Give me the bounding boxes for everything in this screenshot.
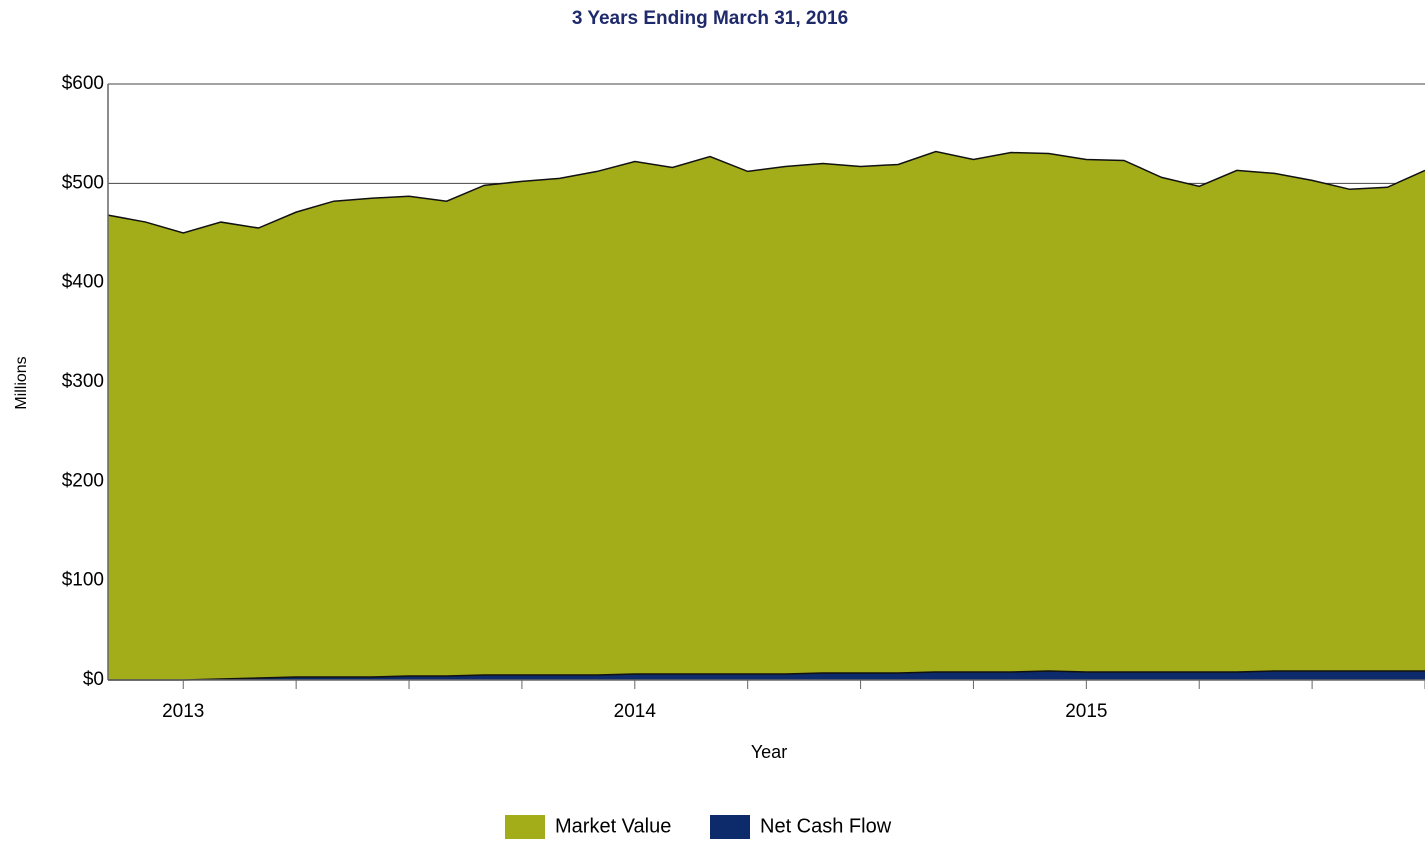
y-tick-label: $600 [62,73,104,94]
x-tick-label: 2015 [1065,701,1107,722]
area-outline [108,670,1425,681]
y-tick-label: $500 [62,172,104,193]
y-tick-label: $300 [62,371,104,392]
legend-swatch [710,815,750,839]
y-tick-label: $0 [83,669,104,690]
x-tick-label: 2014 [614,701,657,722]
legend-label: Market Value [555,815,671,837]
y-tick-label: $200 [62,470,104,491]
chart-title: 3 Years Ending March 31, 2016 [572,8,848,29]
area [108,151,1425,681]
legend-label: Net Cash Flow [760,815,892,837]
x-tick-label: 2013 [162,701,204,722]
y-tick-label: $400 [62,272,104,293]
legend-swatch [505,815,545,839]
y-axis-label: Millions [13,356,30,409]
x-axis-label: Year [751,742,787,762]
area-outline [107,150,1425,234]
area [108,671,1425,680]
y-tick-label: $100 [62,570,104,591]
